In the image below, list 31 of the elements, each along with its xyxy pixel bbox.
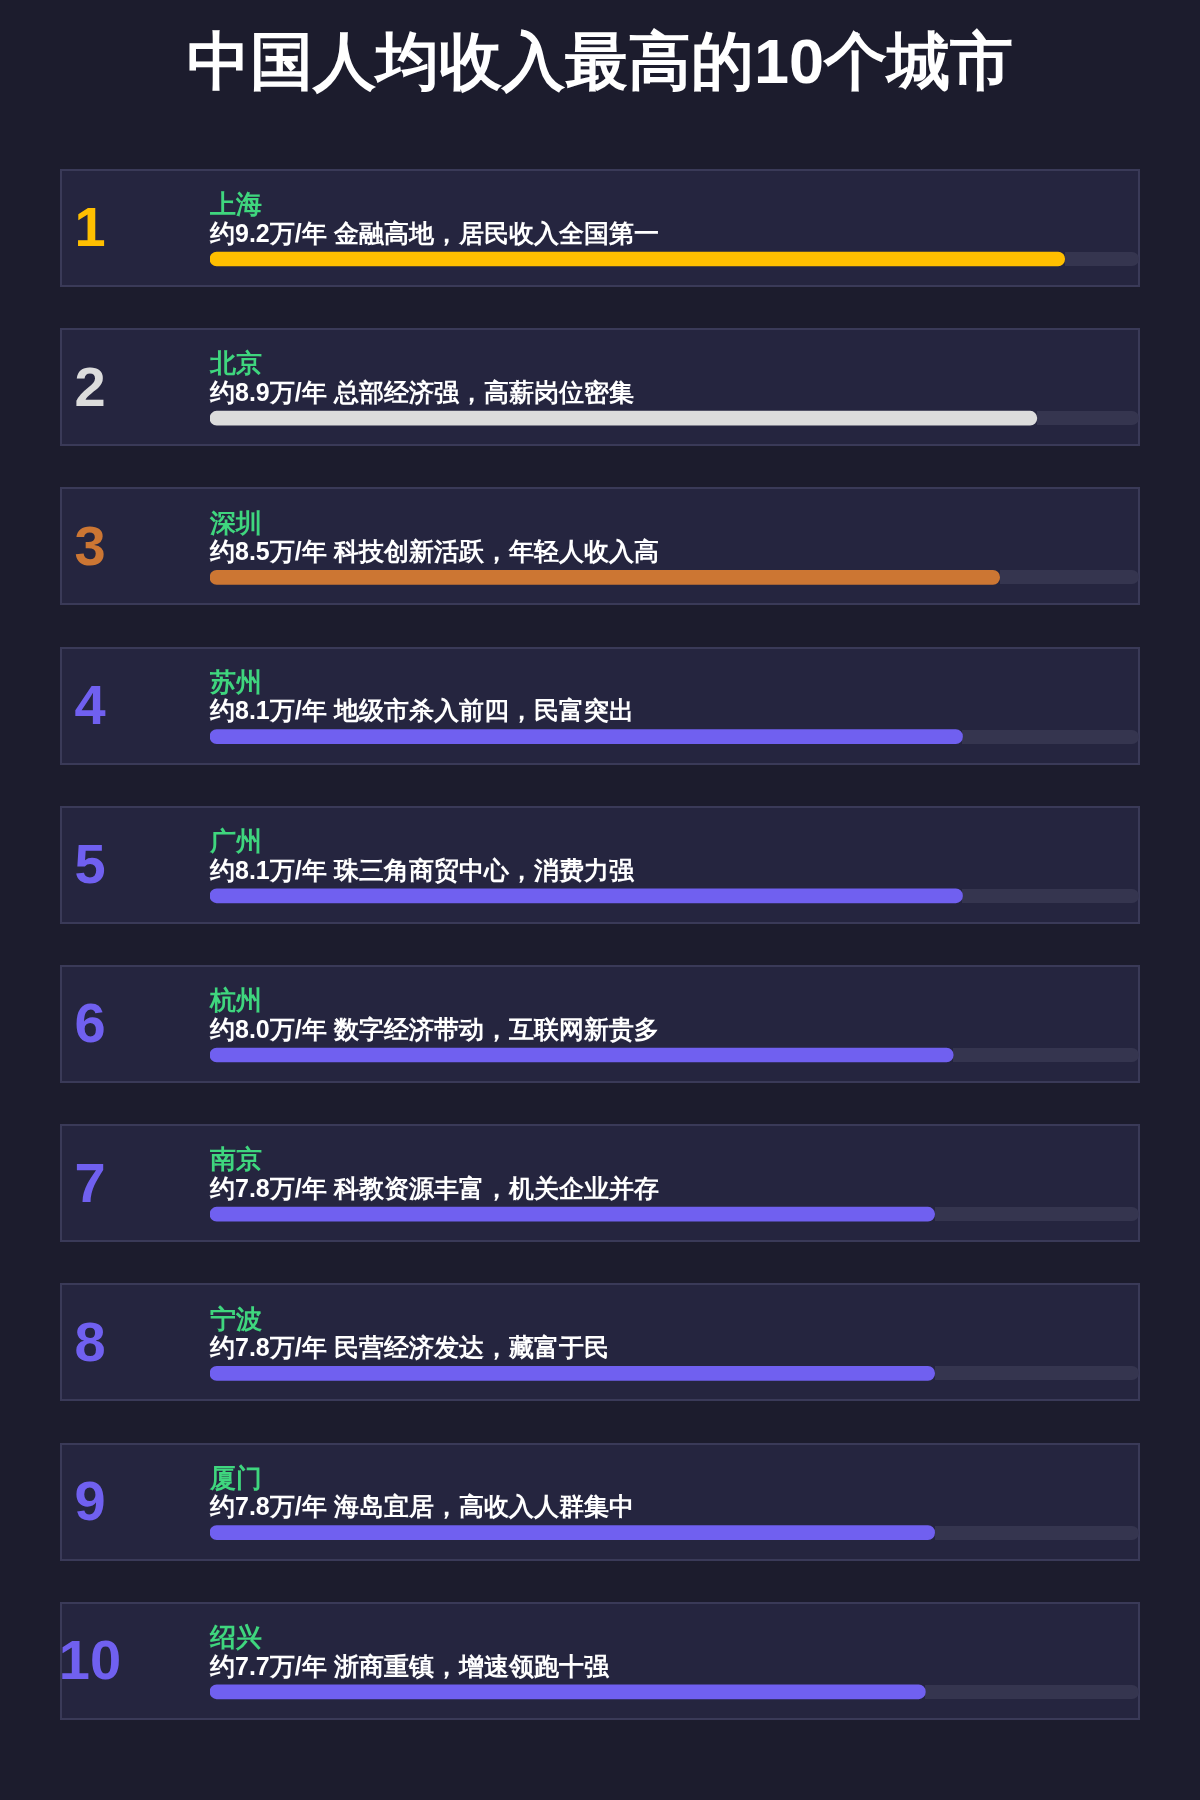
- data-label: 约8.1万/年 珠三角商贸中心，消费力强: [209, 855, 635, 884]
- y-tick-label: 上海: [209, 189, 262, 220]
- text: 6: [74, 991, 106, 1055]
- text: 1: [74, 195, 106, 259]
- text: 9: [74, 1469, 106, 1533]
- data-label: 约7.8万/年 科教资源丰富，机关企业并存: [209, 1174, 659, 1203]
- data-label: 约8.1万/年 地级市杀入前四，民富突出: [209, 696, 634, 725]
- data-label: 约9.2万/年 金融高地，居民收入全国第一: [209, 218, 659, 247]
- chart-title: 中国人均收入最高的10个城市: [186, 26, 1014, 97]
- text: 5: [74, 832, 106, 896]
- text: 8: [74, 1309, 106, 1373]
- y-tick-label: 北京: [209, 348, 262, 379]
- text: 3: [74, 513, 106, 577]
- y-tick-label: 杭州: [209, 985, 262, 1016]
- data-label: 约7.7万/年 浙商重镇，增速领跑十强: [209, 1651, 610, 1680]
- data-label: 约8.9万/年 总部经济强，高薪岗位密集: [209, 378, 634, 407]
- data-label: 约8.0万/年 数字经济带动，互联网新贵多: [209, 1014, 659, 1043]
- y-tick-label: 宁波: [210, 1303, 262, 1334]
- data-label: 约7.8万/年 海岛宜居，高收入人群集中: [209, 1492, 634, 1521]
- data-label: 约7.8万/年 民营经济发达，藏富于民: [209, 1333, 609, 1362]
- y-tick-label: 广州: [209, 825, 262, 856]
- data-label: 约8.5万/年 科技创新活跃，年轻人收入高: [209, 537, 659, 566]
- y-tick-label: 南京: [209, 1144, 262, 1175]
- text: 2: [74, 354, 106, 418]
- y-tick-label: 绍兴: [209, 1621, 262, 1652]
- y-tick-label: 苏州: [209, 666, 262, 697]
- text: 10: [58, 1628, 122, 1692]
- text: 7: [74, 1150, 106, 1214]
- y-tick-label: 深圳: [209, 507, 262, 538]
- text: 4: [74, 673, 106, 737]
- y-tick-label: 厦门: [209, 1462, 262, 1493]
